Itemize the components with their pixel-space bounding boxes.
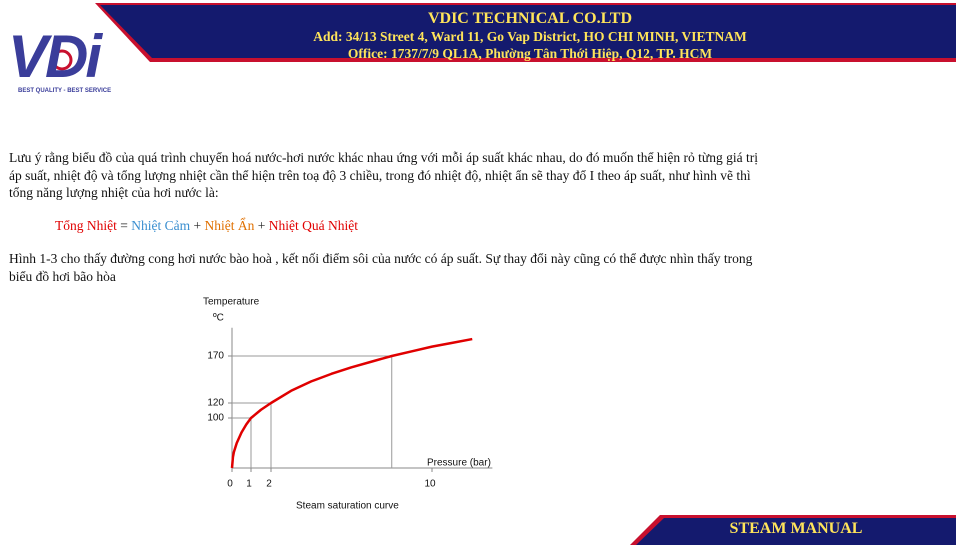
logo-valve	[51, 49, 73, 71]
header-banner	[100, 5, 956, 58]
x-axis-title: Pressure (bar)	[427, 458, 491, 469]
company-name: VDIC TECHNICAL CO.LTD	[427, 10, 633, 27]
y-tick-label: 120	[207, 398, 224, 409]
formula-term: +	[193, 218, 202, 233]
x-tick-label: 0	[227, 479, 233, 490]
text-line: áp suất, nhiệt độ và tổng lượng nhiệt cầ…	[9, 168, 751, 183]
logo-slogan: BEST QUALITY - BEST SERVICE	[18, 88, 112, 94]
y-tick-label: 170	[207, 351, 224, 362]
text-line: biểu đồ hơi bão hòa	[9, 269, 116, 284]
formula-term: Nhiệt Quá Nhiệt	[268, 218, 358, 233]
text-line: Lưu ý rằng biểu đồ của quá trình chuyển …	[9, 150, 758, 165]
formula-term: Nhiệt Cảm	[131, 218, 191, 233]
footer-banner	[636, 518, 956, 545]
logo-mark: VDi	[8, 23, 102, 90]
y-tick-label: 100	[207, 413, 224, 424]
x-tick-label: 2	[266, 479, 272, 490]
x-tick-label: 10	[424, 479, 436, 490]
address: Add: 34/13 Street 4, Ward 11, Go Vap Dis…	[313, 29, 747, 44]
y-axis-unit: ºC	[213, 313, 224, 324]
footer-title: STEAM MANUAL	[729, 520, 863, 537]
chart-caption: Steam saturation curve	[296, 501, 399, 512]
x-tick-label: 1	[246, 479, 252, 490]
formula-term: +	[257, 218, 266, 233]
formula-term: Tổng Nhiệt	[55, 218, 117, 233]
formula: Tổng Nhiệt = Nhiệt Cảm + Nhiệt Ẩn + Nhiệ…	[55, 218, 358, 234]
text-line: Hình 1-3 cho thấy đường cong hơi nước bà…	[9, 251, 753, 266]
office: Office: 1737/7/9 QL1A, Phường Tân Thới H…	[347, 46, 713, 61]
text-line: tổng năng lượng nhiệt của hơi nước là:	[9, 185, 219, 200]
formula-term: =	[120, 218, 128, 233]
saturation-curve	[230, 337, 473, 469]
y-axis-title: Temperature	[203, 297, 260, 308]
formula-term: Nhiệt Ẩn	[204, 218, 255, 233]
